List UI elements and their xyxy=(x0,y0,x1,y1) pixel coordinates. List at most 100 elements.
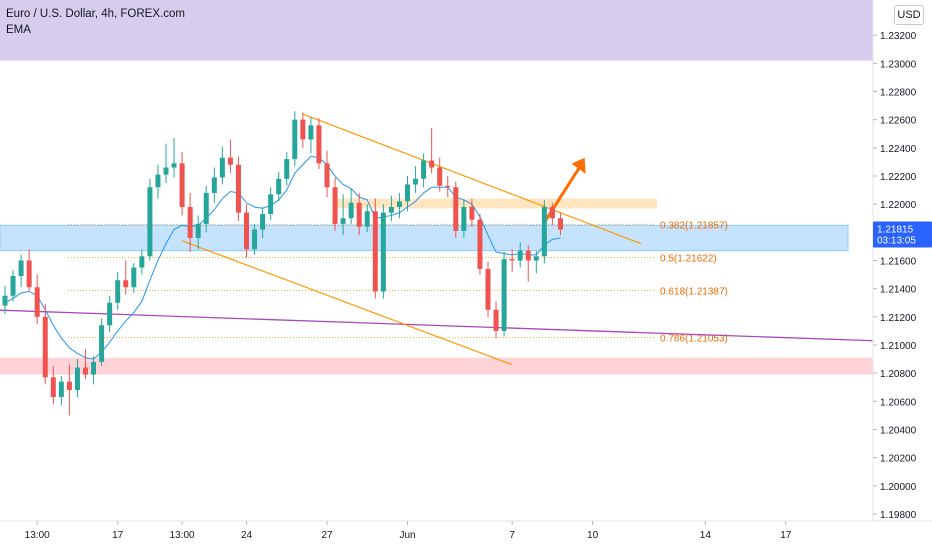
candle-67 xyxy=(541,199,547,264)
symbol-title: Euro / U.S. Dollar, 4h, FOREX.com xyxy=(6,8,185,20)
candle-body-53 xyxy=(429,160,435,168)
candle-12 xyxy=(99,318,105,367)
candle-body-2 xyxy=(18,260,24,276)
price-tick-label-9: 1.21600 xyxy=(880,257,917,268)
candle-31 xyxy=(252,223,258,255)
candle-body-50 xyxy=(405,184,410,202)
price-tick-label-12: 1.22200 xyxy=(880,172,917,183)
candle-58 xyxy=(469,198,475,227)
candle-9 xyxy=(74,359,80,398)
candle-65 xyxy=(525,245,531,282)
price-tick-label-17: 1.23200 xyxy=(880,31,917,42)
time-tick-label-5: Jun xyxy=(399,530,415,541)
candle-body-54 xyxy=(437,167,443,186)
candle-body-23 xyxy=(187,206,193,238)
candle-body-32 xyxy=(260,214,266,230)
candle-body-26 xyxy=(211,177,217,193)
candle-body-30 xyxy=(244,212,249,250)
candle-61 xyxy=(493,301,499,338)
fib-label-1: 0.5(1.21622) xyxy=(660,253,717,264)
candle-56 xyxy=(453,181,459,238)
candle-8 xyxy=(66,364,72,416)
price-tick-label-11: 1.22000 xyxy=(880,200,917,211)
candle-13 xyxy=(107,295,113,333)
time-tick-label-7: 10 xyxy=(587,530,599,541)
candle-body-11 xyxy=(91,361,97,375)
candle-24 xyxy=(195,215,201,250)
fib-label-2: 0.618(1.21387) xyxy=(660,286,728,297)
mid-zone xyxy=(0,224,849,252)
candle-body-42 xyxy=(340,218,346,224)
candle-body-17 xyxy=(139,256,145,268)
price-tick-label-0: 1.19800 xyxy=(880,510,917,521)
candle-17 xyxy=(139,249,145,275)
candle-body-51 xyxy=(413,178,419,185)
candle-body-31 xyxy=(252,229,258,250)
candle-68 xyxy=(549,202,555,226)
candle-body-63 xyxy=(509,259,515,261)
candle-48 xyxy=(388,195,394,222)
candle-body-35 xyxy=(284,159,290,179)
candle-23 xyxy=(187,192,193,253)
time-tick-label-1: 17 xyxy=(112,530,124,541)
candle-body-69 xyxy=(557,218,563,230)
candle-2 xyxy=(18,254,24,288)
time-tick-label-2: 13:00 xyxy=(170,530,195,541)
candle-51 xyxy=(413,166,419,193)
channel-lower-line xyxy=(181,240,513,366)
candle-18 xyxy=(147,178,153,261)
symbol-legend: Euro / U.S. Dollar, 4h, FOREX.com EMA xyxy=(6,6,185,38)
candle-body-61 xyxy=(493,309,499,331)
candle-body-57 xyxy=(461,206,467,231)
candle-body-59 xyxy=(477,219,483,269)
price-badge-countdown: 03:13:05 xyxy=(877,236,916,247)
candle-body-9 xyxy=(74,367,80,391)
candle-body-20 xyxy=(163,167,169,175)
price-badge-value: 1.21815 xyxy=(877,225,914,236)
candle-29 xyxy=(235,156,241,222)
currency-button[interactable]: USD xyxy=(894,5,924,25)
candle-10 xyxy=(83,349,88,379)
candle-43 xyxy=(348,188,354,224)
candle-26 xyxy=(211,167,217,203)
candle-body-34 xyxy=(276,178,282,195)
candle-body-4 xyxy=(34,287,40,317)
price-tick-label-4: 1.20600 xyxy=(880,397,917,408)
candle-body-56 xyxy=(453,187,459,231)
candle-body-7 xyxy=(58,381,64,398)
candle-7 xyxy=(58,375,64,406)
indicator-label[interactable]: EMA xyxy=(6,24,31,36)
fib-label-3: 0.786(1.21053) xyxy=(660,334,728,345)
candle-body-45 xyxy=(364,211,370,227)
candle-body-38 xyxy=(308,125,314,140)
upper-resistance-zone xyxy=(0,0,873,61)
candle-49 xyxy=(396,192,402,219)
candle-38 xyxy=(308,116,314,154)
resistance-box xyxy=(335,198,657,209)
candle-body-49 xyxy=(396,201,402,207)
candle-42 xyxy=(340,194,346,236)
candle-body-28 xyxy=(227,157,233,165)
price-tick-label-6: 1.21000 xyxy=(880,341,917,352)
price-tick-label-3: 1.20400 xyxy=(880,425,917,436)
candle-body-36 xyxy=(292,119,298,160)
candle-25 xyxy=(203,185,209,233)
price-tick-label-13: 1.22400 xyxy=(880,144,917,155)
candle-body-41 xyxy=(332,187,338,224)
candle-55 xyxy=(445,176,451,198)
candle-15 xyxy=(123,260,129,295)
candle-69 xyxy=(557,212,563,236)
ema-indicator xyxy=(4,155,561,360)
candle-46 xyxy=(372,198,378,299)
candle-body-40 xyxy=(324,163,330,188)
candle-21 xyxy=(171,137,177,178)
time-tick-label-0: 13:00 xyxy=(25,530,50,541)
candle-body-44 xyxy=(356,202,362,227)
candle-39 xyxy=(316,118,322,169)
candle-body-43 xyxy=(348,202,354,219)
candle-body-16 xyxy=(131,267,137,288)
candle-1 xyxy=(10,270,16,302)
